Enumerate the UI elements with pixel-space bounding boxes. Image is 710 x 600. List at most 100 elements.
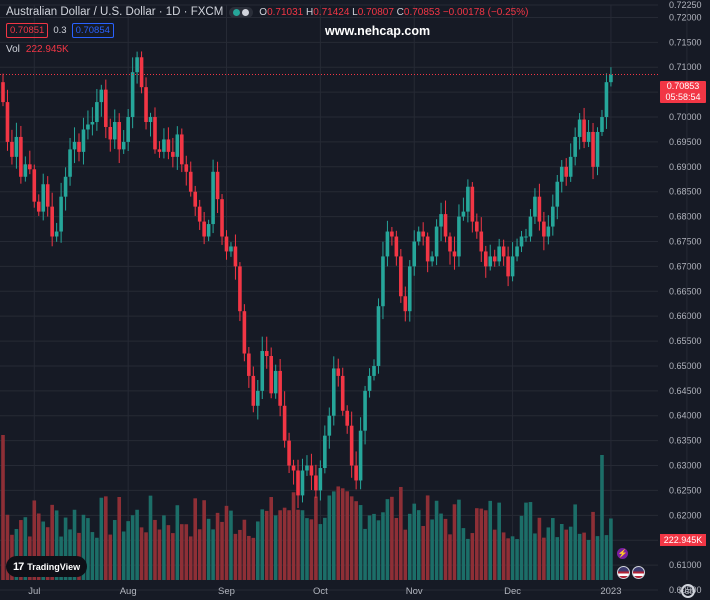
candle-body bbox=[117, 122, 122, 150]
candle-body bbox=[564, 166, 569, 177]
volume-bar bbox=[144, 532, 148, 580]
us-flag-event-icon-2[interactable] bbox=[632, 566, 645, 579]
candle-body bbox=[345, 410, 349, 426]
candle-body bbox=[559, 166, 564, 182]
volume-bar bbox=[1, 435, 5, 580]
candle-body bbox=[197, 206, 202, 222]
volume-value: 222.945K bbox=[25, 44, 69, 55]
candle-body bbox=[184, 164, 189, 172]
candle-body bbox=[591, 131, 595, 167]
volume-bar bbox=[488, 500, 493, 580]
volume-bar bbox=[14, 529, 19, 580]
volume-bar bbox=[291, 492, 296, 580]
candle-body bbox=[542, 221, 546, 237]
candle-body bbox=[188, 171, 193, 192]
candle-body bbox=[524, 236, 528, 238]
volume-bar bbox=[264, 510, 269, 580]
volume-bar bbox=[595, 536, 600, 580]
volume-bar bbox=[162, 515, 166, 580]
candle-body bbox=[434, 226, 439, 257]
candle-body bbox=[407, 266, 412, 312]
volume-bar bbox=[483, 510, 488, 580]
candle-body bbox=[202, 221, 206, 237]
volume-bar bbox=[586, 539, 591, 580]
y-tick-label: 0.65500 bbox=[669, 336, 702, 346]
candle-body bbox=[314, 475, 318, 491]
volume-bar bbox=[533, 533, 537, 580]
candle-body bbox=[381, 256, 385, 307]
candle-body bbox=[41, 184, 46, 212]
candle-body bbox=[224, 236, 229, 252]
candle-body bbox=[425, 236, 430, 262]
volume-bar bbox=[278, 510, 282, 580]
candle-body bbox=[497, 246, 501, 262]
volume-bar bbox=[130, 515, 135, 580]
candle-body bbox=[90, 122, 95, 125]
candle-body bbox=[135, 57, 139, 73]
volume-bar bbox=[551, 518, 555, 580]
volume-bar bbox=[99, 497, 104, 580]
candle-body bbox=[475, 221, 479, 232]
volume-bar bbox=[126, 521, 130, 580]
volume-bar bbox=[376, 520, 381, 580]
volume-bar bbox=[421, 525, 425, 580]
volume-bar bbox=[171, 533, 175, 580]
us-flag-event-icon[interactable] bbox=[617, 566, 630, 579]
volume-bar bbox=[206, 518, 211, 580]
candle-body bbox=[430, 256, 434, 262]
volume-bar bbox=[36, 513, 41, 580]
volume-bar bbox=[577, 533, 582, 580]
volume-bar bbox=[90, 532, 95, 580]
market-status-dots[interactable] bbox=[229, 6, 254, 18]
volume-bar bbox=[336, 486, 341, 580]
candle-body bbox=[86, 124, 90, 130]
candle-body bbox=[175, 134, 180, 157]
volume-bar bbox=[247, 535, 251, 580]
candle-body bbox=[358, 430, 363, 481]
volume-bar bbox=[546, 527, 551, 580]
candle-body bbox=[296, 470, 300, 496]
candle-body bbox=[72, 141, 77, 150]
candle-body bbox=[403, 296, 408, 312]
candle-body bbox=[519, 236, 524, 247]
volume-bar bbox=[466, 538, 470, 580]
candle-body bbox=[229, 246, 233, 252]
candle-body bbox=[112, 122, 117, 140]
volume-bar bbox=[515, 539, 519, 580]
candle-body bbox=[77, 141, 81, 152]
buy-button[interactable]: 0.70854 bbox=[71, 23, 114, 38]
tradingview-logo-text: TradingView bbox=[27, 561, 81, 572]
market-dot-icon bbox=[242, 8, 250, 16]
candle-body bbox=[501, 246, 506, 257]
volume-bar bbox=[354, 501, 358, 580]
volume-bar bbox=[193, 498, 198, 580]
volume-bar bbox=[95, 537, 99, 580]
volume-bar bbox=[32, 500, 37, 580]
volume-bar bbox=[197, 529, 202, 580]
volume-bar bbox=[448, 534, 452, 580]
candle-body bbox=[251, 375, 256, 406]
volume-bar bbox=[331, 491, 336, 580]
candle-body bbox=[609, 74, 613, 83]
candle-body bbox=[144, 87, 148, 122]
settings-gear-icon[interactable] bbox=[681, 584, 695, 598]
x-tick-label: Oct bbox=[313, 586, 328, 597]
candle-body bbox=[153, 117, 157, 150]
candle-body bbox=[264, 351, 269, 356]
candle-body bbox=[269, 356, 273, 394]
volume-bar bbox=[591, 511, 595, 580]
volume-legend[interactable]: Vol 222.945K bbox=[6, 44, 69, 55]
volume-bar bbox=[224, 505, 229, 580]
tradingview-logo[interactable]: 17 TradingView bbox=[6, 556, 88, 577]
candle-body bbox=[551, 206, 555, 227]
symbol-title[interactable]: Australian Dollar / U.S. Dollar · 1D · F… bbox=[6, 6, 224, 18]
volume-bar bbox=[349, 496, 354, 580]
candle-body bbox=[488, 256, 493, 267]
volume-bar bbox=[202, 500, 206, 580]
lightning-event-icon[interactable]: ⚡ bbox=[617, 548, 628, 559]
volume-bar bbox=[475, 508, 479, 580]
sell-button[interactable]: 0.70851 bbox=[6, 23, 49, 38]
volume-bar bbox=[184, 524, 189, 580]
spread-value: 0.3 bbox=[53, 25, 67, 36]
